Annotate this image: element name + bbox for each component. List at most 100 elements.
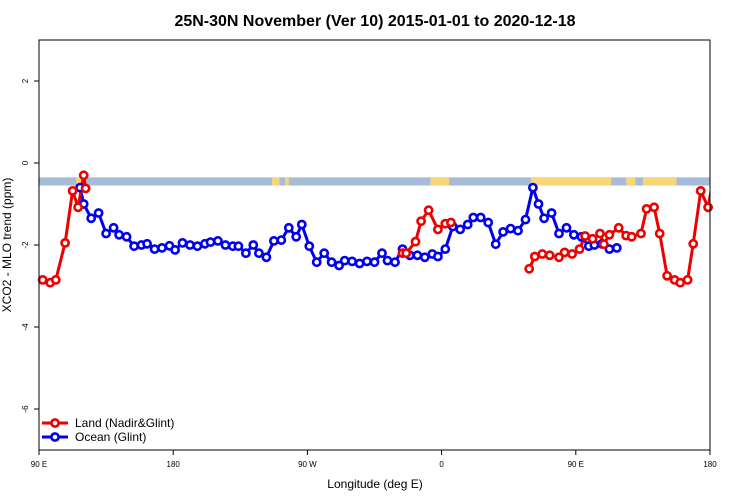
ocean-data-point: [268, 235, 279, 246]
ocean-data-point: [546, 208, 557, 218]
land-data-point: [73, 202, 83, 213]
legend-label: Ocean (Glint): [75, 430, 146, 444]
land-data-point: [67, 185, 78, 196]
ocean-data-point: [455, 224, 466, 235]
ocean-data-point: [177, 237, 188, 248]
ocean-data-point: [149, 244, 160, 254]
ocean-data-point: [93, 208, 104, 218]
ocean-data-point: [412, 250, 423, 261]
ocean-data-point: [369, 257, 380, 268]
ocean-data-point: [291, 231, 302, 242]
ocean-data-point: [539, 213, 549, 224]
ocean-data-point: [377, 248, 387, 259]
land-data-point: [80, 183, 91, 194]
land-strip-segment: [271, 177, 280, 186]
ocean-data-point: [86, 213, 97, 224]
x-tick-label: 90 W: [298, 460, 317, 469]
y-tick-label: 0: [21, 160, 30, 165]
ocean-data-point: [212, 235, 223, 246]
land-data-point: [636, 228, 646, 239]
ocean-data-point: [276, 235, 287, 245]
ocean-data-point: [121, 231, 132, 242]
land-data-point: [567, 249, 577, 259]
ocean-data-point: [513, 225, 523, 236]
land-data-point: [654, 228, 665, 239]
land-strip-segment: [76, 177, 86, 186]
ocean-data-point: [205, 237, 216, 247]
ocean-data-point: [347, 256, 357, 267]
land-data-point: [416, 216, 426, 227]
land-data-point: [537, 249, 548, 259]
x-tick-label: 0: [439, 460, 444, 469]
ocean-data-point: [142, 238, 152, 249]
y-tick-label: -6: [21, 405, 30, 413]
y-tick-label: -2: [21, 241, 30, 249]
ocean-data-point: [233, 241, 244, 252]
legend-marker: [50, 432, 60, 442]
land-data-point: [410, 236, 421, 247]
land-strip-segment: [285, 177, 289, 186]
land-data-point: [401, 248, 412, 259]
ocean-data-point: [108, 222, 119, 233]
y-axis: -6 -4 -2 0 2: [21, 78, 39, 413]
ocean-data-point: [170, 244, 180, 255]
ocean-data-point: [483, 217, 494, 228]
land-strip-segment: [430, 177, 450, 186]
plot-points: [37, 170, 713, 288]
land-data-point: [50, 274, 61, 285]
ocean-data-point: [362, 256, 372, 267]
land-data-point: [544, 250, 555, 261]
ocean-data-point: [185, 240, 195, 250]
land-ocean-strip: [39, 177, 710, 186]
land-data-point: [613, 222, 624, 233]
legend: Land (Nadir&Glint)Ocean (Glint): [42, 416, 174, 444]
ocean-data-point: [248, 240, 259, 250]
land-data-point: [445, 217, 456, 228]
land-data-point: [595, 228, 605, 239]
land-strip-segment: [531, 177, 612, 186]
x-tick-label: 90 E: [568, 460, 584, 469]
legend-item-ocean: Ocean (Glint): [42, 430, 146, 444]
ocean-data-point: [334, 260, 344, 271]
x-axis-label: Longitude (deg E): [327, 477, 422, 491]
ocean-data-point: [296, 219, 307, 230]
land-data-point: [423, 205, 434, 216]
ocean-data-point: [533, 199, 544, 209]
ocean-data-point: [528, 182, 538, 193]
y-axis-label: XCO2 - MLO trend (ppm): [0, 178, 14, 313]
land-data-point: [688, 238, 699, 249]
ocean-data-point: [561, 222, 572, 233]
ocean-data-point: [498, 226, 508, 237]
ocean-data-point: [240, 248, 251, 259]
land-data-point: [695, 185, 706, 196]
ocean-data-point: [253, 248, 264, 259]
land-data-point: [598, 239, 609, 250]
x-tick-label: 180: [167, 460, 181, 469]
ocean-data-point: [390, 257, 400, 268]
land-data-point: [529, 251, 540, 262]
land-data-point: [37, 274, 48, 285]
ocean-data-point: [283, 222, 294, 233]
ocean-data-point: [520, 214, 531, 225]
ocean-data-point: [440, 244, 451, 254]
ocean-data-point: [339, 255, 350, 266]
ocean-data-point: [192, 241, 203, 252]
chart-title: 25N-30N November (Ver 10) 2015-01-01 to …: [174, 13, 575, 30]
ocean-data-point: [304, 241, 315, 252]
land-data-point: [559, 247, 570, 258]
land-strip-segment: [642, 177, 677, 186]
ocean-data-point: [129, 241, 139, 252]
ocean-data-point: [220, 240, 231, 250]
legend-item-land: Land (Nadir&Glint): [42, 416, 174, 430]
ocean-data-point: [326, 257, 337, 268]
ocean-data-point: [475, 212, 486, 223]
x-tick-label: 90 E: [31, 460, 47, 469]
land-data-point: [580, 231, 590, 241]
land-data-point: [641, 203, 652, 214]
land-data-point: [703, 202, 713, 213]
land-data-point: [604, 229, 615, 240]
x-axis: 90 E 180 90 W 0 90 E 180: [31, 450, 717, 469]
land-data-point: [574, 244, 585, 254]
ocean-data-point: [382, 255, 393, 266]
